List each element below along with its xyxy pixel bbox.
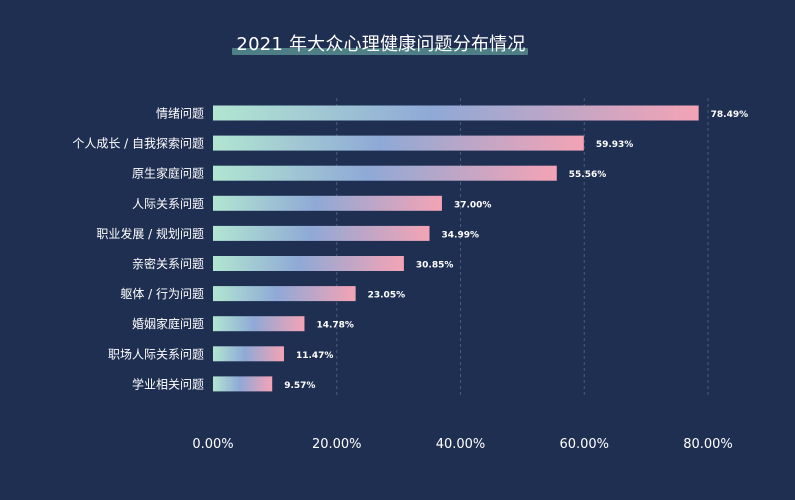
- value-label: 55.56%: [569, 170, 607, 180]
- category-label: 职业发展 / 规划问题: [96, 226, 204, 241]
- bar: [213, 135, 584, 151]
- bar: [213, 195, 442, 211]
- x-axis-ticks: 0.00% 20.00% 40.00% 60.00% 80.00%: [192, 437, 732, 452]
- bar: [213, 316, 305, 332]
- category-label: 原生家庭问题: [132, 166, 204, 181]
- x-tick-label: 20.00%: [312, 437, 362, 452]
- x-tick-label: 40.00%: [436, 437, 486, 452]
- x-tick-label: 60.00%: [559, 437, 609, 452]
- value-label: 9.57%: [284, 381, 315, 391]
- category-label: 情绪问题: [156, 107, 204, 121]
- value-label: 34.99%: [442, 230, 480, 240]
- title-underline: [232, 48, 528, 55]
- bar: [213, 225, 430, 241]
- value-label: 30.85%: [416, 261, 454, 271]
- chart-title: 2021 年大众心理健康问题分布情况: [236, 34, 526, 55]
- category-label: 学业相关问题: [132, 376, 204, 391]
- bar: [213, 346, 284, 362]
- bar: [213, 105, 699, 121]
- value-label: 59.93%: [596, 140, 634, 150]
- value-label: 37.00%: [454, 200, 492, 210]
- category-label: 人际关系问题: [132, 197, 204, 211]
- bar: [213, 286, 356, 302]
- bars-layer: [213, 105, 699, 392]
- value-label: 78.49%: [711, 110, 749, 120]
- category-label: 躯体 / 行为问题: [120, 286, 204, 301]
- x-tick-label: 0.00%: [192, 437, 233, 452]
- bar: [213, 256, 404, 271]
- bar: [213, 376, 273, 392]
- labels-layer: 情绪问题 78.49% 个人成长 / 自我探索问题 59.93% 原生家庭问题 55.56…: [72, 107, 748, 392]
- category-label: 职场人际关系问题: [108, 347, 204, 361]
- category-label: 个人成长 / 自我探索问题: [72, 137, 204, 151]
- category-label: 亲密关系问题: [132, 256, 204, 271]
- x-tick-label: 80.00%: [683, 437, 733, 452]
- category-label: 婚姻家庭问题: [132, 316, 204, 331]
- value-label: 11.47%: [296, 351, 334, 361]
- value-label: 14.78%: [316, 321, 354, 331]
- title-block: 2021 年大众心理健康问题分布情况: [0, 28, 795, 62]
- value-label: 23.05%: [368, 291, 406, 301]
- bar: [213, 165, 557, 181]
